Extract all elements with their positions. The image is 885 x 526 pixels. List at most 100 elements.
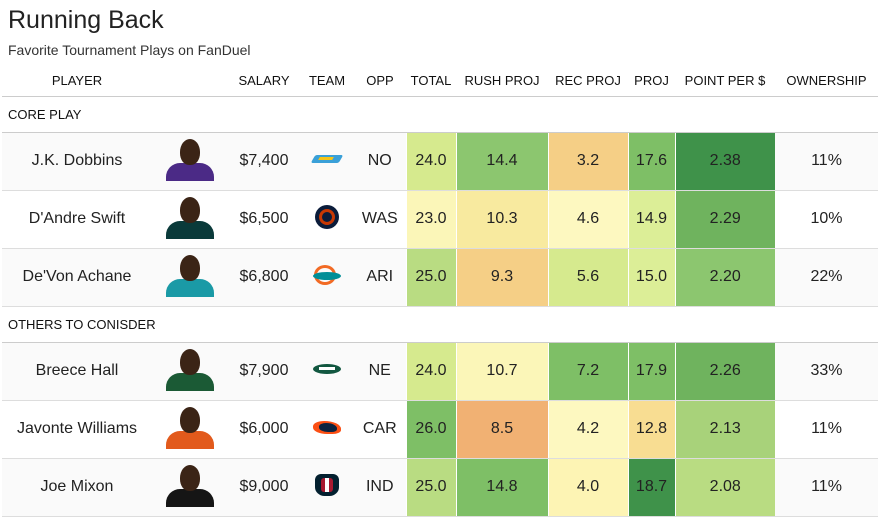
total: 24.0 <box>405 132 456 191</box>
player-name: Breece Hall <box>2 342 152 401</box>
col-headshot <box>152 66 228 97</box>
ownership: 22% <box>775 248 878 307</box>
rush-proj: 10.7 <box>455 342 548 401</box>
point-per-dollar: 2.38 <box>674 132 775 191</box>
rec-proj: 4.6 <box>547 190 628 249</box>
col-point-per-dollar[interactable]: POINT PER $ <box>675 66 775 97</box>
headshot-cell <box>152 190 228 249</box>
point-per-dollar: 2.08 <box>674 458 775 517</box>
point-per-dollar: 2.13 <box>674 400 775 459</box>
proj: 17.6 <box>627 132 675 191</box>
jets-logo-icon <box>311 356 343 382</box>
proj: 12.8 <box>627 400 675 459</box>
col-salary[interactable]: SALARY <box>228 66 300 97</box>
col-player[interactable]: PLAYER <box>2 66 152 97</box>
col-team[interactable]: TEAM <box>300 66 354 97</box>
team-logo-cell <box>300 132 354 191</box>
table-row[interactable]: D'Andre Swift $6,500 WAS 23.0 10.3 4.6 1… <box>2 190 878 249</box>
chargers-logo-icon <box>310 146 344 172</box>
header-row: PLAYER SALARY TEAM OPP TOTAL RUSH PROJ R… <box>2 66 878 97</box>
opponent: NE <box>354 342 406 401</box>
headshot-cell <box>152 400 228 459</box>
player-headshot-avatar <box>164 405 216 449</box>
ownership: 11% <box>775 458 878 517</box>
player-name: Javonte Williams <box>2 400 152 459</box>
col-proj[interactable]: PROJ <box>628 66 675 97</box>
col-ownership[interactable]: OWNERSHIP <box>775 66 878 97</box>
proj: 14.9 <box>627 190 675 249</box>
opponent: NO <box>354 132 406 191</box>
team-logo-cell <box>300 458 354 517</box>
point-per-dollar: 2.26 <box>674 342 775 401</box>
rush-proj: 14.4 <box>455 132 548 191</box>
player-name: Joe Mixon <box>2 458 152 517</box>
point-per-dollar: 2.29 <box>674 190 775 249</box>
salary: $6,000 <box>228 400 300 459</box>
texans-logo-icon <box>311 472 343 498</box>
headshot-cell <box>152 458 228 517</box>
col-total[interactable]: TOTAL <box>406 66 456 97</box>
headshot-cell <box>152 342 228 401</box>
player-headshot-avatar <box>164 195 216 239</box>
ownership: 11% <box>775 132 878 191</box>
section-label: CORE PLAY <box>2 96 878 133</box>
proj: 15.0 <box>627 248 675 307</box>
opponent: WAS <box>354 190 406 249</box>
table-row[interactable]: Breece Hall $7,900 NE 24.0 10.7 7.2 17.9… <box>2 342 878 401</box>
rec-proj: 3.2 <box>547 132 628 191</box>
col-rush-proj[interactable]: RUSH PROJ <box>456 66 548 97</box>
player-name: D'Andre Swift <box>2 190 152 249</box>
col-rec-proj[interactable]: REC PROJ <box>548 66 628 97</box>
total: 23.0 <box>405 190 456 249</box>
table-row[interactable]: Joe Mixon $9,000 IND 25.0 14.8 4.0 18.7 … <box>2 458 878 517</box>
headshot-cell <box>152 248 228 307</box>
table-row[interactable]: Javonte Williams $6,000 CAR 26.0 8.5 4.2… <box>2 400 878 459</box>
rec-proj: 7.2 <box>547 342 628 401</box>
point-per-dollar: 2.20 <box>674 248 775 307</box>
opponent: ARI <box>354 248 406 307</box>
opponent: CAR <box>354 400 406 459</box>
section-row: OTHERS TO CONISDER <box>2 306 878 343</box>
total: 25.0 <box>405 458 456 517</box>
ownership: 33% <box>775 342 878 401</box>
rec-proj: 4.2 <box>547 400 628 459</box>
player-headshot-avatar <box>164 253 216 297</box>
salary: $6,500 <box>228 190 300 249</box>
rush-proj: 14.8 <box>455 458 548 517</box>
page-title: Running Back <box>8 6 164 34</box>
table-row[interactable]: J.K. Dobbins $7,400 NO 24.0 14.4 3.2 17.… <box>2 132 878 191</box>
player-name: De'Von Achane <box>2 248 152 307</box>
player-headshot-avatar <box>164 137 216 181</box>
team-logo-cell <box>300 248 354 307</box>
team-logo-cell <box>300 190 354 249</box>
ownership: 11% <box>775 400 878 459</box>
proj: 17.9 <box>627 342 675 401</box>
salary: $7,900 <box>228 342 300 401</box>
player-headshot-avatar <box>164 347 216 391</box>
team-logo-cell <box>300 342 354 401</box>
rec-proj: 4.0 <box>547 458 628 517</box>
rec-proj: 5.6 <box>547 248 628 307</box>
players-table: PLAYER SALARY TEAM OPP TOTAL RUSH PROJ R… <box>2 66 878 517</box>
team-logo-cell <box>300 400 354 459</box>
total: 25.0 <box>405 248 456 307</box>
ownership: 10% <box>775 190 878 249</box>
bears-logo-icon <box>311 204 343 230</box>
rush-proj: 8.5 <box>455 400 548 459</box>
table-row[interactable]: De'Von Achane $6,800 ARI 25.0 9.3 5.6 15… <box>2 248 878 307</box>
proj: 18.7 <box>627 458 675 517</box>
total: 26.0 <box>405 400 456 459</box>
opponent: IND <box>354 458 406 517</box>
section-label: OTHERS TO CONISDER <box>2 306 878 343</box>
section-row: CORE PLAY <box>2 96 878 133</box>
broncos-logo-icon <box>311 414 343 440</box>
total: 24.0 <box>405 342 456 401</box>
player-headshot-avatar <box>164 463 216 507</box>
page-subtitle: Favorite Tournament Plays on FanDuel <box>8 42 251 58</box>
dolphins-logo-icon <box>311 262 343 288</box>
salary: $9,000 <box>228 458 300 517</box>
player-name: J.K. Dobbins <box>2 132 152 191</box>
salary: $6,800 <box>228 248 300 307</box>
rush-proj: 10.3 <box>455 190 548 249</box>
col-opp[interactable]: OPP <box>354 66 406 97</box>
